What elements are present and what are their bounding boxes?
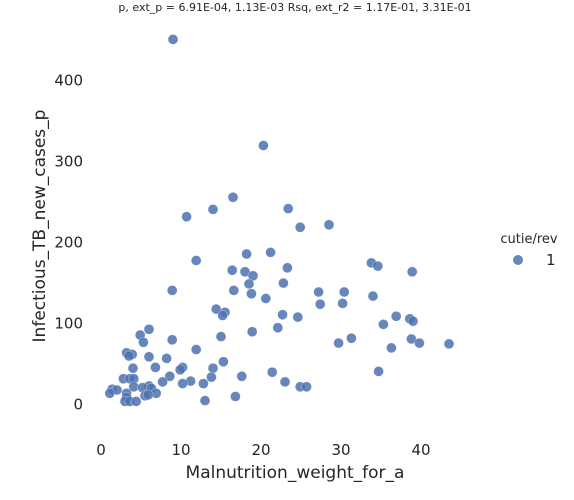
x-tick-label: 10	[171, 441, 190, 459]
data-point	[333, 337, 344, 349]
data-point	[167, 34, 179, 45]
data-point	[386, 342, 397, 354]
data-point	[337, 298, 348, 309]
data-point	[142, 389, 154, 401]
data-point	[104, 388, 116, 399]
x-tick-label: 30	[331, 441, 350, 459]
data-point	[166, 334, 178, 346]
data-point	[161, 353, 172, 364]
data-point	[143, 351, 155, 363]
data-point	[292, 311, 304, 323]
data-point	[246, 288, 257, 299]
data-point	[198, 378, 209, 389]
data-point	[346, 332, 357, 344]
data-point	[217, 310, 228, 321]
data-point	[127, 362, 139, 374]
data-point	[390, 311, 402, 322]
data-point	[323, 219, 335, 231]
data-point	[230, 391, 241, 402]
data-point	[414, 337, 425, 349]
data-point	[130, 396, 142, 407]
y-axis-ticks: 0 100 200 300 400	[54, 72, 83, 414]
data-point	[241, 248, 252, 260]
data-point	[278, 277, 289, 289]
data-point	[177, 378, 188, 389]
data-point	[190, 344, 202, 355]
data-point	[367, 290, 379, 302]
data-point	[181, 211, 192, 222]
x-tick-label: 20	[251, 441, 270, 459]
data-point	[164, 371, 176, 382]
data-point	[207, 204, 219, 215]
data-point	[243, 278, 255, 290]
data-point	[123, 350, 135, 362]
data-point	[260, 293, 272, 304]
data-point	[373, 366, 384, 377]
chart-title: p, ext_p = 6.91E-04, 1.13E-03 Rsq, ext_r…	[118, 1, 471, 14]
data-point	[138, 337, 149, 348]
data-point	[282, 203, 294, 214]
data-point	[266, 366, 278, 378]
data-point	[206, 371, 217, 383]
data-point	[166, 285, 178, 296]
data-point	[277, 309, 288, 320]
y-tick-label: 100	[54, 315, 83, 333]
x-tick-label: 40	[411, 441, 430, 459]
data-point	[236, 371, 248, 382]
y-tick-label: 300	[54, 153, 83, 171]
data-point	[157, 376, 168, 388]
x-axis-ticks: 0 10 20 30 40	[96, 441, 430, 459]
data-point	[218, 356, 229, 367]
y-tick-label: 400	[54, 72, 83, 90]
data-point	[443, 338, 455, 350]
data-point	[265, 247, 276, 258]
data-point	[294, 222, 306, 233]
y-axis-label: Infectious_TB_new_cases_p	[30, 110, 50, 343]
data-point	[174, 364, 186, 376]
data-point	[150, 362, 161, 373]
data-point	[338, 286, 350, 298]
legend-marker	[513, 255, 523, 265]
y-tick-label: 0	[73, 396, 83, 414]
x-axis-label: Malnutrition_weight_for_a	[186, 463, 405, 483]
data-point	[215, 331, 227, 342]
data-point	[301, 381, 312, 393]
data-point	[279, 376, 291, 388]
data-point	[199, 395, 211, 406]
data-point	[227, 192, 239, 203]
data-point	[207, 362, 219, 374]
plot-area	[104, 34, 455, 407]
data-point	[258, 140, 269, 151]
data-point	[282, 262, 293, 274]
x-tick-label: 0	[96, 441, 106, 459]
data-point	[378, 319, 389, 330]
legend: cutie/rev 1	[500, 232, 558, 269]
data-point	[246, 326, 258, 337]
data-point	[272, 322, 284, 333]
data-point	[314, 298, 326, 310]
data-point	[372, 260, 384, 272]
data-point	[407, 315, 419, 327]
legend-title: cutie/rev	[500, 232, 558, 247]
legend-label: 1	[546, 251, 556, 269]
data-point	[143, 324, 155, 335]
data-points	[104, 34, 455, 407]
data-point	[406, 266, 418, 278]
y-tick-label: 200	[54, 234, 83, 252]
data-point	[228, 285, 240, 296]
data-point	[313, 286, 324, 298]
data-point	[190, 255, 202, 266]
data-point	[226, 264, 238, 276]
